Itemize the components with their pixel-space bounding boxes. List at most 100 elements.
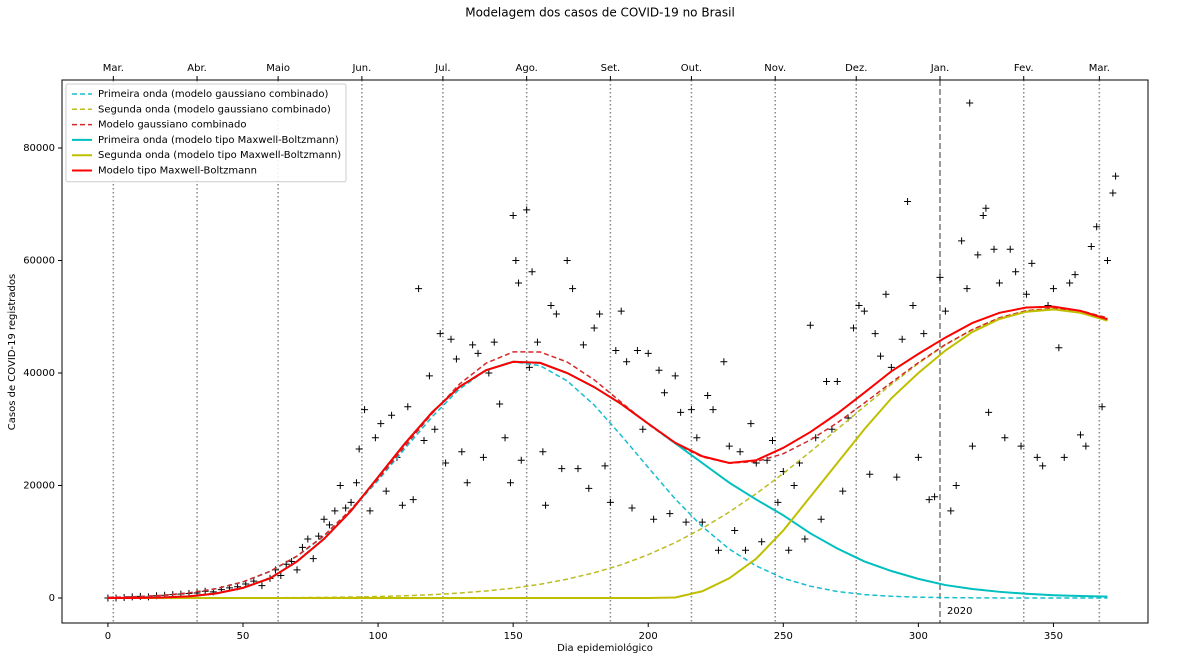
data-point	[523, 206, 531, 214]
data-point	[731, 527, 739, 535]
y-tick-label: 60000	[23, 256, 55, 267]
data-point	[920, 330, 928, 338]
data-point	[666, 510, 674, 518]
data-point	[931, 493, 939, 501]
data-point	[633, 347, 641, 355]
data-point	[650, 515, 658, 523]
data-point	[704, 392, 712, 400]
data-point	[496, 400, 504, 408]
plot-frame	[61, 79, 1149, 624]
data-point	[839, 487, 847, 495]
data-point	[882, 290, 890, 298]
data-point	[574, 465, 582, 473]
data-point	[990, 245, 998, 253]
legend-label: Modelo tipo Maxwell-Boltzmann	[98, 166, 257, 177]
data-point	[331, 507, 339, 515]
data-point	[542, 501, 550, 509]
data-point	[877, 352, 885, 360]
data-point	[1071, 271, 1079, 279]
data-point	[963, 285, 971, 293]
data-point	[898, 335, 906, 343]
data-point	[671, 372, 679, 380]
data-point	[398, 501, 406, 509]
data-point	[628, 504, 636, 512]
data-point	[382, 487, 390, 495]
data-point	[660, 389, 668, 397]
data-point	[355, 445, 363, 453]
data-point	[1093, 223, 1101, 231]
data-point	[709, 406, 717, 414]
data-point	[1082, 442, 1090, 450]
data-point	[525, 363, 533, 371]
data-point	[725, 442, 733, 450]
data-point	[474, 349, 482, 357]
x-tick-label: 50	[237, 631, 250, 642]
series-line	[107, 305, 1108, 600]
legend-label: Modelo gaussiano combinado	[98, 120, 247, 131]
data-point	[442, 459, 450, 467]
data-point	[1109, 189, 1117, 197]
data-point	[1039, 462, 1047, 470]
x-tick-label: 100	[369, 631, 388, 642]
data-point	[974, 251, 982, 259]
data-point	[420, 437, 428, 445]
data-point	[404, 403, 412, 411]
data-point	[596, 310, 604, 318]
data-point	[893, 473, 901, 481]
data-point	[509, 212, 517, 220]
data-point	[639, 425, 647, 433]
data-point	[871, 330, 879, 338]
data-point	[563, 257, 571, 265]
top-tick-label: Mar.	[1089, 63, 1110, 74]
data-point	[452, 355, 460, 363]
data-point	[714, 546, 722, 554]
data-point	[309, 555, 317, 563]
data-point	[1112, 172, 1120, 180]
top-tick-label: Fev.	[1014, 63, 1034, 74]
data-point	[1022, 290, 1030, 298]
legend-label: Segunda onda (modelo tipo Maxwell-Boltzm…	[98, 150, 341, 161]
data-point	[447, 335, 455, 343]
data-point	[533, 338, 541, 346]
y-tick-label: 80000	[23, 143, 55, 154]
data-point	[860, 307, 868, 315]
data-point	[979, 212, 987, 220]
data-point	[677, 408, 685, 416]
data-point	[1001, 434, 1009, 442]
data-point	[485, 369, 493, 377]
top-tick-label: Ago.	[516, 63, 538, 74]
top-tick-label: Mar.	[103, 63, 124, 74]
data-point	[1055, 344, 1063, 352]
data-point	[1028, 259, 1036, 267]
series-line	[107, 308, 1108, 600]
data-point	[371, 434, 379, 442]
top-tick-label: Jan.	[930, 63, 950, 74]
data-point	[720, 358, 728, 366]
top-tick-label: Maio	[266, 63, 290, 74]
data-point	[320, 515, 328, 523]
data-point	[790, 482, 798, 490]
data-point	[569, 285, 577, 293]
data-point	[644, 349, 652, 357]
data-point	[469, 341, 477, 349]
data-point	[352, 479, 360, 487]
data-point	[904, 197, 912, 205]
data-point	[425, 372, 433, 380]
data-point	[431, 425, 439, 433]
data-point	[1049, 285, 1057, 293]
data-point	[817, 515, 825, 523]
top-tick-label: Jun.	[351, 63, 371, 74]
data-point	[850, 324, 858, 332]
data-point	[1066, 279, 1074, 287]
data-point	[925, 496, 933, 504]
data-point	[617, 307, 625, 315]
data-point	[698, 518, 706, 526]
data-point	[823, 377, 831, 385]
y-tick-label: 20000	[23, 481, 55, 492]
data-point	[552, 310, 560, 318]
y-axis-label: Casos de COVID-19 registrados	[7, 274, 18, 430]
legend-label: Primeira onda (modelo tipo Maxwell-Boltz…	[98, 135, 339, 146]
data-point	[515, 279, 523, 287]
x-tick-label: 200	[639, 631, 658, 642]
legend-label: Segunda onda (modelo gaussiano combinado…	[98, 104, 331, 115]
